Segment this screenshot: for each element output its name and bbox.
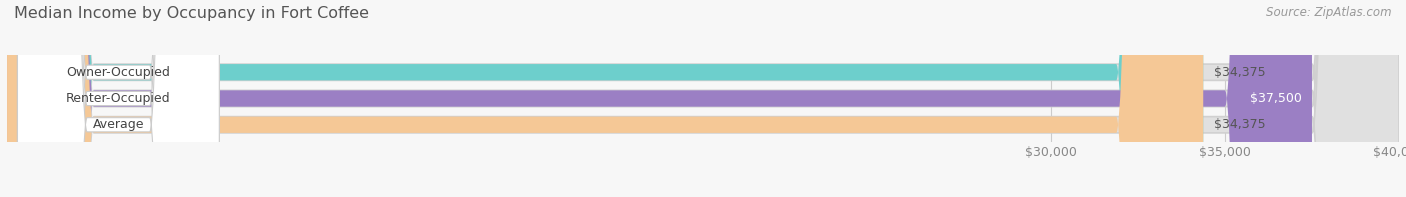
FancyBboxPatch shape xyxy=(7,0,1399,197)
Text: Average: Average xyxy=(93,118,145,131)
Text: Renter-Occupied: Renter-Occupied xyxy=(66,92,170,105)
Text: Owner-Occupied: Owner-Occupied xyxy=(66,66,170,79)
Text: $34,375: $34,375 xyxy=(1213,66,1265,79)
FancyBboxPatch shape xyxy=(17,0,219,197)
FancyBboxPatch shape xyxy=(17,0,219,197)
Text: Source: ZipAtlas.com: Source: ZipAtlas.com xyxy=(1267,6,1392,19)
FancyBboxPatch shape xyxy=(7,0,1204,197)
FancyBboxPatch shape xyxy=(7,0,1312,197)
FancyBboxPatch shape xyxy=(7,0,1204,197)
FancyBboxPatch shape xyxy=(7,0,1399,197)
FancyBboxPatch shape xyxy=(7,0,1399,197)
Text: $34,375: $34,375 xyxy=(1213,118,1265,131)
Text: $37,500: $37,500 xyxy=(1250,92,1302,105)
FancyBboxPatch shape xyxy=(17,0,219,197)
Text: Median Income by Occupancy in Fort Coffee: Median Income by Occupancy in Fort Coffe… xyxy=(14,6,368,21)
